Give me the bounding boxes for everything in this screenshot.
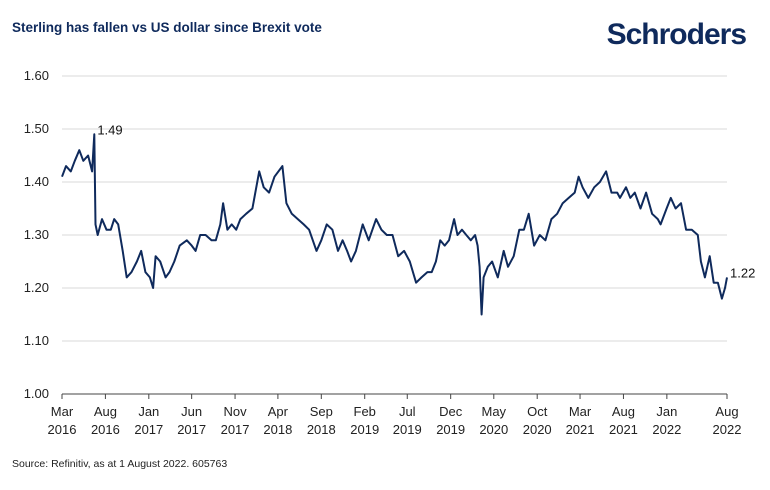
chart-title: Sterling has fallen vs US dollar since B… bbox=[12, 20, 322, 35]
y-tick-label: 1.30 bbox=[24, 227, 49, 242]
x-tick-label-year: 2019 bbox=[436, 422, 465, 437]
y-tick-label: 1.00 bbox=[24, 386, 49, 401]
x-tick-label-year: 2018 bbox=[263, 422, 292, 437]
y-tick-label: 1.40 bbox=[24, 174, 49, 189]
y-tick-label: 1.20 bbox=[24, 280, 49, 295]
x-tick-label-month: Dec bbox=[439, 404, 463, 419]
x-tick-label-year: 2019 bbox=[393, 422, 422, 437]
x-tick-label-year: 2020 bbox=[523, 422, 552, 437]
x-tick-label-year: 2021 bbox=[566, 422, 595, 437]
y-tick-label: 1.50 bbox=[24, 121, 49, 136]
y-tick-label: 1.60 bbox=[24, 68, 49, 83]
x-tick-label-month: Jul bbox=[399, 404, 416, 419]
x-tick-label-year: 2016 bbox=[48, 422, 77, 437]
x-tick-label-year: 2017 bbox=[177, 422, 206, 437]
x-tick-label-year: 2021 bbox=[609, 422, 638, 437]
series-line-gbp-usd bbox=[61, 133, 728, 316]
data-label: 1.22 bbox=[730, 265, 755, 280]
x-tick-label-month: May bbox=[482, 404, 507, 419]
x-tick-label-year: 2022 bbox=[713, 422, 742, 437]
x-tick-label-month: Aug bbox=[612, 404, 635, 419]
annotations: 1.49 1.22 bbox=[97, 122, 755, 280]
x-tick-label-year: 2016 bbox=[91, 422, 120, 437]
x-tick-label-year: 2018 bbox=[307, 422, 336, 437]
x-tick-label-year: 2017 bbox=[134, 422, 163, 437]
x-tick-label-month: Aug bbox=[715, 404, 738, 419]
x-tick-label-year: 2020 bbox=[479, 422, 508, 437]
y-tick-label: 1.10 bbox=[24, 333, 49, 348]
x-tick-label-month: Apr bbox=[268, 404, 289, 419]
x-axis-ticks: Mar 2016 Aug 2016 Jan 2017 Jun 2017 Nov 2017 Apr 20… bbox=[48, 394, 742, 437]
x-tick-label-month: Jan bbox=[656, 404, 677, 419]
x-tick-label-year: 2019 bbox=[350, 422, 379, 437]
x-tick-label-month: Mar bbox=[51, 404, 74, 419]
x-tick-label-month: Jun bbox=[181, 404, 202, 419]
schroders-logo: Schroders bbox=[606, 18, 747, 51]
x-tick-label-month: Oct bbox=[527, 404, 548, 419]
x-tick-label-month: Nov bbox=[223, 404, 247, 419]
x-tick-label-year: 2017 bbox=[221, 422, 250, 437]
gridlines bbox=[62, 75, 727, 395]
y-axis-ticks: 1.00 1.10 1.20 1.30 1.40 1.50 1.60 bbox=[24, 68, 49, 401]
x-tick-label-month: Jan bbox=[138, 404, 159, 419]
x-tick-label-year: 2022 bbox=[652, 422, 681, 437]
x-tick-label-month: Sep bbox=[310, 404, 333, 419]
x-tick-label-month: Mar bbox=[569, 404, 592, 419]
data-label: 1.49 bbox=[97, 122, 122, 137]
source-note: Source: Refinitiv, as at 1 August 2022. … bbox=[12, 458, 228, 470]
x-tick-label-month: Aug bbox=[94, 404, 117, 419]
x-tick-label-month: Feb bbox=[354, 404, 376, 419]
series-layer bbox=[61, 133, 728, 316]
